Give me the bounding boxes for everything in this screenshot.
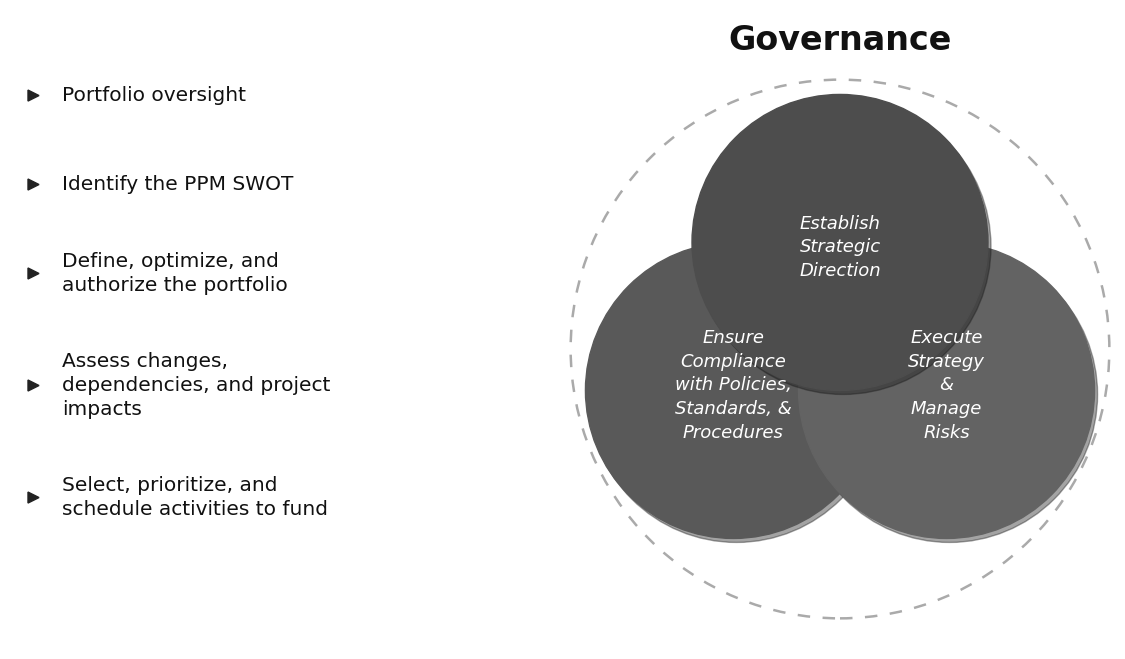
Text: Establish
Strategic
Direction: Establish Strategic Direction [799, 215, 881, 280]
Circle shape [801, 246, 1098, 542]
Text: Governance: Governance [728, 24, 952, 57]
Polygon shape [28, 268, 39, 279]
Circle shape [585, 243, 882, 538]
Polygon shape [28, 179, 39, 190]
Polygon shape [28, 90, 39, 101]
Text: Identify the PPM SWOT: Identify the PPM SWOT [62, 175, 294, 194]
Text: Select, prioritize, and
schedule activities to fund: Select, prioritize, and schedule activit… [62, 476, 328, 519]
Text: Define, optimize, and
authorize the portfolio: Define, optimize, and authorize the port… [62, 252, 288, 295]
Text: Assess changes,
dependencies, and project
impacts: Assess changes, dependencies, and projec… [62, 352, 331, 419]
Circle shape [588, 246, 884, 542]
Circle shape [695, 98, 991, 395]
Text: Portfolio oversight: Portfolio oversight [62, 86, 246, 105]
Text: Execute
Strategy
&
Manage
Risks: Execute Strategy & Manage Risks [908, 330, 986, 442]
Text: Ensure
Compliance
with Policies,
Standards, &
Procedures: Ensure Compliance with Policies, Standar… [675, 330, 792, 442]
Circle shape [799, 243, 1095, 538]
Polygon shape [28, 380, 39, 391]
Circle shape [692, 94, 988, 390]
Polygon shape [28, 492, 39, 503]
